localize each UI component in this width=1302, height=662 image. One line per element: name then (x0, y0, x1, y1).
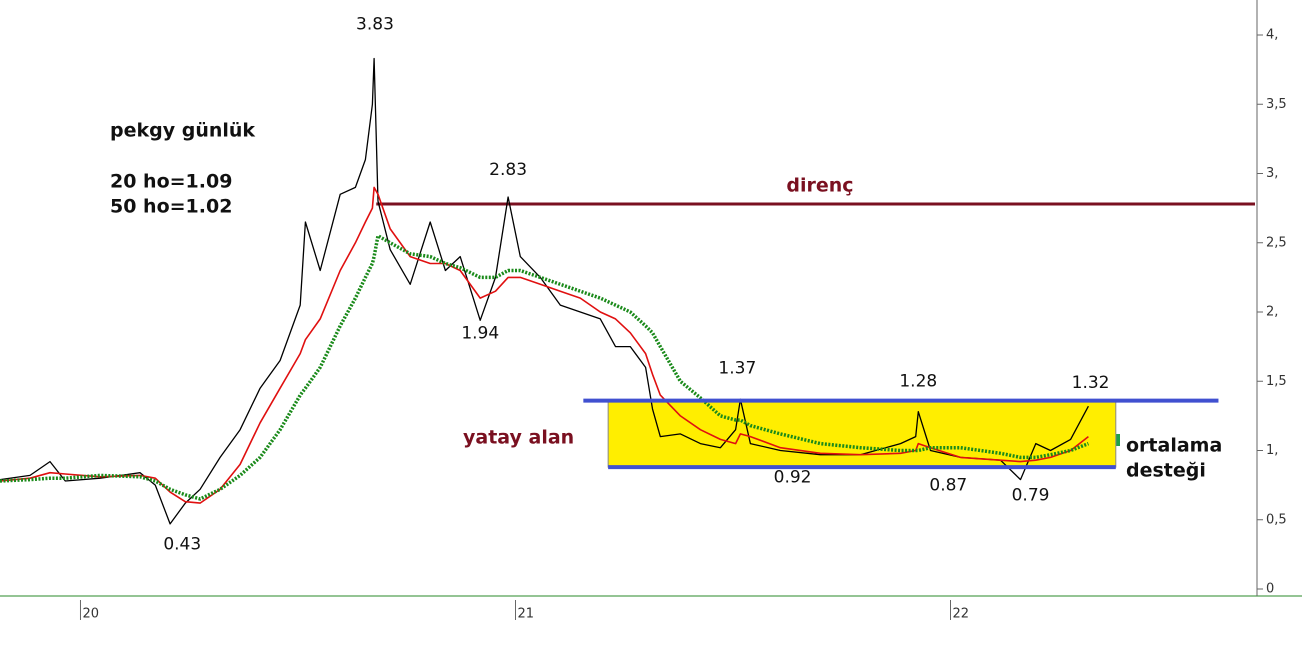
y-tick-label: 1, (1266, 443, 1278, 458)
x-tick-label: 20 (82, 607, 99, 622)
range-box (607, 400, 1117, 468)
support-label: desteği (1126, 460, 1206, 482)
annotation: 0.79 (1012, 486, 1050, 506)
y-tick-label: 0 (1266, 582, 1274, 597)
range-label: yatay alan (463, 427, 574, 449)
y-tick-label: 3,5 (1266, 97, 1287, 112)
y-tick-label: 0,5 (1266, 512, 1287, 527)
chart-title: pekgy günlük (110, 120, 255, 142)
annotation: 0.92 (774, 468, 812, 488)
support-label: ortalama (1126, 435, 1222, 457)
y-tick-label: 1,5 (1266, 374, 1287, 389)
annotation: 1.32 (1072, 373, 1110, 393)
resistance-label: direnç (786, 174, 853, 196)
x-tick-label: 21 (517, 607, 534, 622)
series-line (0, 57, 1089, 525)
note: 20 ho=1.09 (110, 171, 232, 193)
y-tick-label: 2, (1266, 305, 1278, 320)
annotation: 1.94 (461, 323, 499, 343)
series-line (0, 186, 1089, 504)
y-tick-label: 4, (1266, 28, 1278, 43)
annotation: 2.83 (489, 160, 527, 180)
annotation: 1.28 (899, 372, 937, 392)
annotation: 0.87 (929, 476, 967, 496)
annotation: 0.43 (163, 534, 201, 554)
y-tick-label: 2,5 (1266, 235, 1287, 250)
annotation: 1.37 (718, 358, 756, 378)
x-tick-label: 22 (952, 607, 969, 622)
series-line (0, 234, 1090, 501)
annotation: 3.83 (356, 15, 394, 35)
note: 50 ho=1.02 (110, 196, 232, 218)
y-tick-label: 3, (1266, 166, 1278, 181)
